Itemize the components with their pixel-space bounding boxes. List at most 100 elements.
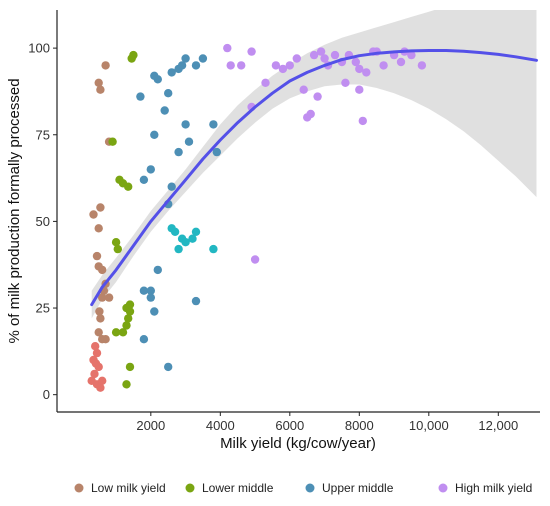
point-upper-middle-17 — [212, 147, 221, 157]
point-low-28 — [98, 265, 107, 275]
point-high-35 — [309, 50, 319, 60]
point-low-9 — [91, 342, 100, 351]
x-tick-label: 8000 — [345, 418, 374, 433]
point-upper-middle-35 — [167, 224, 176, 233]
point-lower-middle-8 — [124, 314, 133, 323]
legend-item-lower-middle: Lower middle — [185, 481, 274, 495]
point-lower-middle-6 — [125, 300, 135, 309]
point-upper-middle-34 — [209, 244, 218, 254]
point-upper-middle-16 — [209, 120, 218, 129]
legend-label: Lower middle — [202, 481, 274, 495]
point-high-22 — [351, 57, 360, 67]
point-high-7 — [271, 61, 281, 70]
point-high-23 — [355, 64, 364, 74]
point-upper-middle-25 — [139, 286, 149, 295]
point-low-25 — [101, 61, 110, 70]
point-high-3 — [247, 47, 256, 56]
point-lower-middle-4 — [124, 182, 133, 191]
legend-swatch — [74, 483, 84, 493]
legend-label: Upper middle — [322, 481, 394, 495]
point-low-2 — [90, 369, 99, 379]
point-high-18 — [330, 50, 340, 60]
point-upper-middle-0 — [136, 92, 145, 101]
point-low-7 — [92, 348, 102, 358]
point-lower-middle-12 — [125, 362, 135, 372]
point-upper-middle-19 — [174, 147, 183, 157]
point-high-31 — [407, 50, 416, 60]
point-high-13 — [306, 109, 315, 119]
legend-swatch — [305, 483, 315, 493]
y-tick-label: 0 — [43, 387, 50, 402]
point-upper-middle-6 — [160, 106, 169, 115]
point-high-9 — [285, 61, 294, 70]
y-tick-label: 100 — [28, 41, 50, 56]
point-upper-middle-15 — [198, 54, 208, 63]
point-high-14 — [313, 92, 322, 101]
point-lower-middle-7 — [125, 307, 135, 316]
point-low-21 — [94, 224, 103, 233]
x-tick-label: 6000 — [275, 418, 304, 433]
y-tick-label: 75 — [36, 127, 50, 142]
point-low-5 — [94, 362, 103, 372]
y-tick-label: 25 — [36, 301, 50, 316]
point-lower-middle-13 — [122, 380, 131, 389]
legend-swatch — [185, 483, 195, 493]
point-high-24 — [362, 68, 371, 77]
legend-swatch — [438, 483, 448, 493]
point-low-19 — [92, 251, 102, 261]
legend-item-low: Low milk yield — [74, 481, 166, 495]
legend-label: Low milk yield — [91, 481, 166, 495]
legend-item-high: High milk yield — [438, 481, 532, 495]
point-low-22 — [96, 203, 105, 212]
point-upper-middle-31 — [181, 238, 190, 247]
point-upper-middle-7 — [164, 89, 173, 98]
point-upper-middle-11 — [181, 54, 190, 63]
legend: Low milk yield Lower middle Upper middle Hi… — [74, 481, 532, 495]
point-upper-middle-27 — [139, 335, 149, 344]
confidence-ribbon — [91, 10, 537, 319]
x-tick-label: 12,000 — [478, 418, 518, 433]
point-low-10 — [94, 328, 103, 337]
point-upper-middle-23 — [146, 286, 155, 295]
point-upper-middle-20 — [167, 182, 176, 191]
y-axis-title: % of milk production formally processed — [6, 78, 23, 343]
point-high-20 — [341, 78, 350, 88]
point-high-11 — [299, 85, 308, 94]
point-upper-middle-12 — [184, 137, 194, 146]
point-lower-middle-10 — [118, 328, 128, 337]
point-low-15 — [98, 293, 107, 302]
x-tick-label: 2000 — [136, 418, 165, 433]
legend-item-upper-middle: Upper middle — [305, 481, 394, 495]
point-high-8 — [278, 64, 288, 74]
point-upper-middle-24 — [146, 293, 155, 302]
point-high-1 — [226, 61, 235, 70]
trend-line — [90, 49, 538, 307]
point-high-4 — [250, 255, 260, 264]
point-lower-middle-11 — [111, 328, 121, 337]
point-upper-middle-18 — [181, 120, 190, 129]
point-upper-middle-28 — [164, 362, 173, 372]
point-high-0 — [223, 43, 232, 53]
point-low-18 — [104, 293, 114, 302]
point-low-6 — [96, 383, 105, 392]
point-low-12 — [101, 335, 110, 344]
point-upper-middle-32 — [188, 234, 197, 243]
point-upper-middle-5 — [150, 71, 159, 81]
point-upper-middle-10 — [177, 61, 187, 70]
x-tick-label: 4000 — [206, 418, 235, 433]
point-high-10 — [292, 54, 301, 63]
point-low-8 — [98, 376, 107, 385]
point-high-2 — [237, 61, 246, 70]
point-high-15 — [316, 47, 326, 56]
point-low-14 — [95, 307, 104, 316]
point-upper-middle-1 — [139, 175, 149, 184]
point-low-13 — [96, 314, 105, 323]
point-high-34 — [355, 85, 364, 94]
confidence-ribbon-layer — [91, 10, 537, 319]
point-upper-middle-3 — [150, 130, 159, 139]
point-lower-middle-15 — [129, 50, 138, 60]
point-lower-middle-0 — [111, 238, 121, 247]
point-lower-middle-9 — [122, 321, 131, 330]
point-high-6 — [261, 78, 270, 88]
